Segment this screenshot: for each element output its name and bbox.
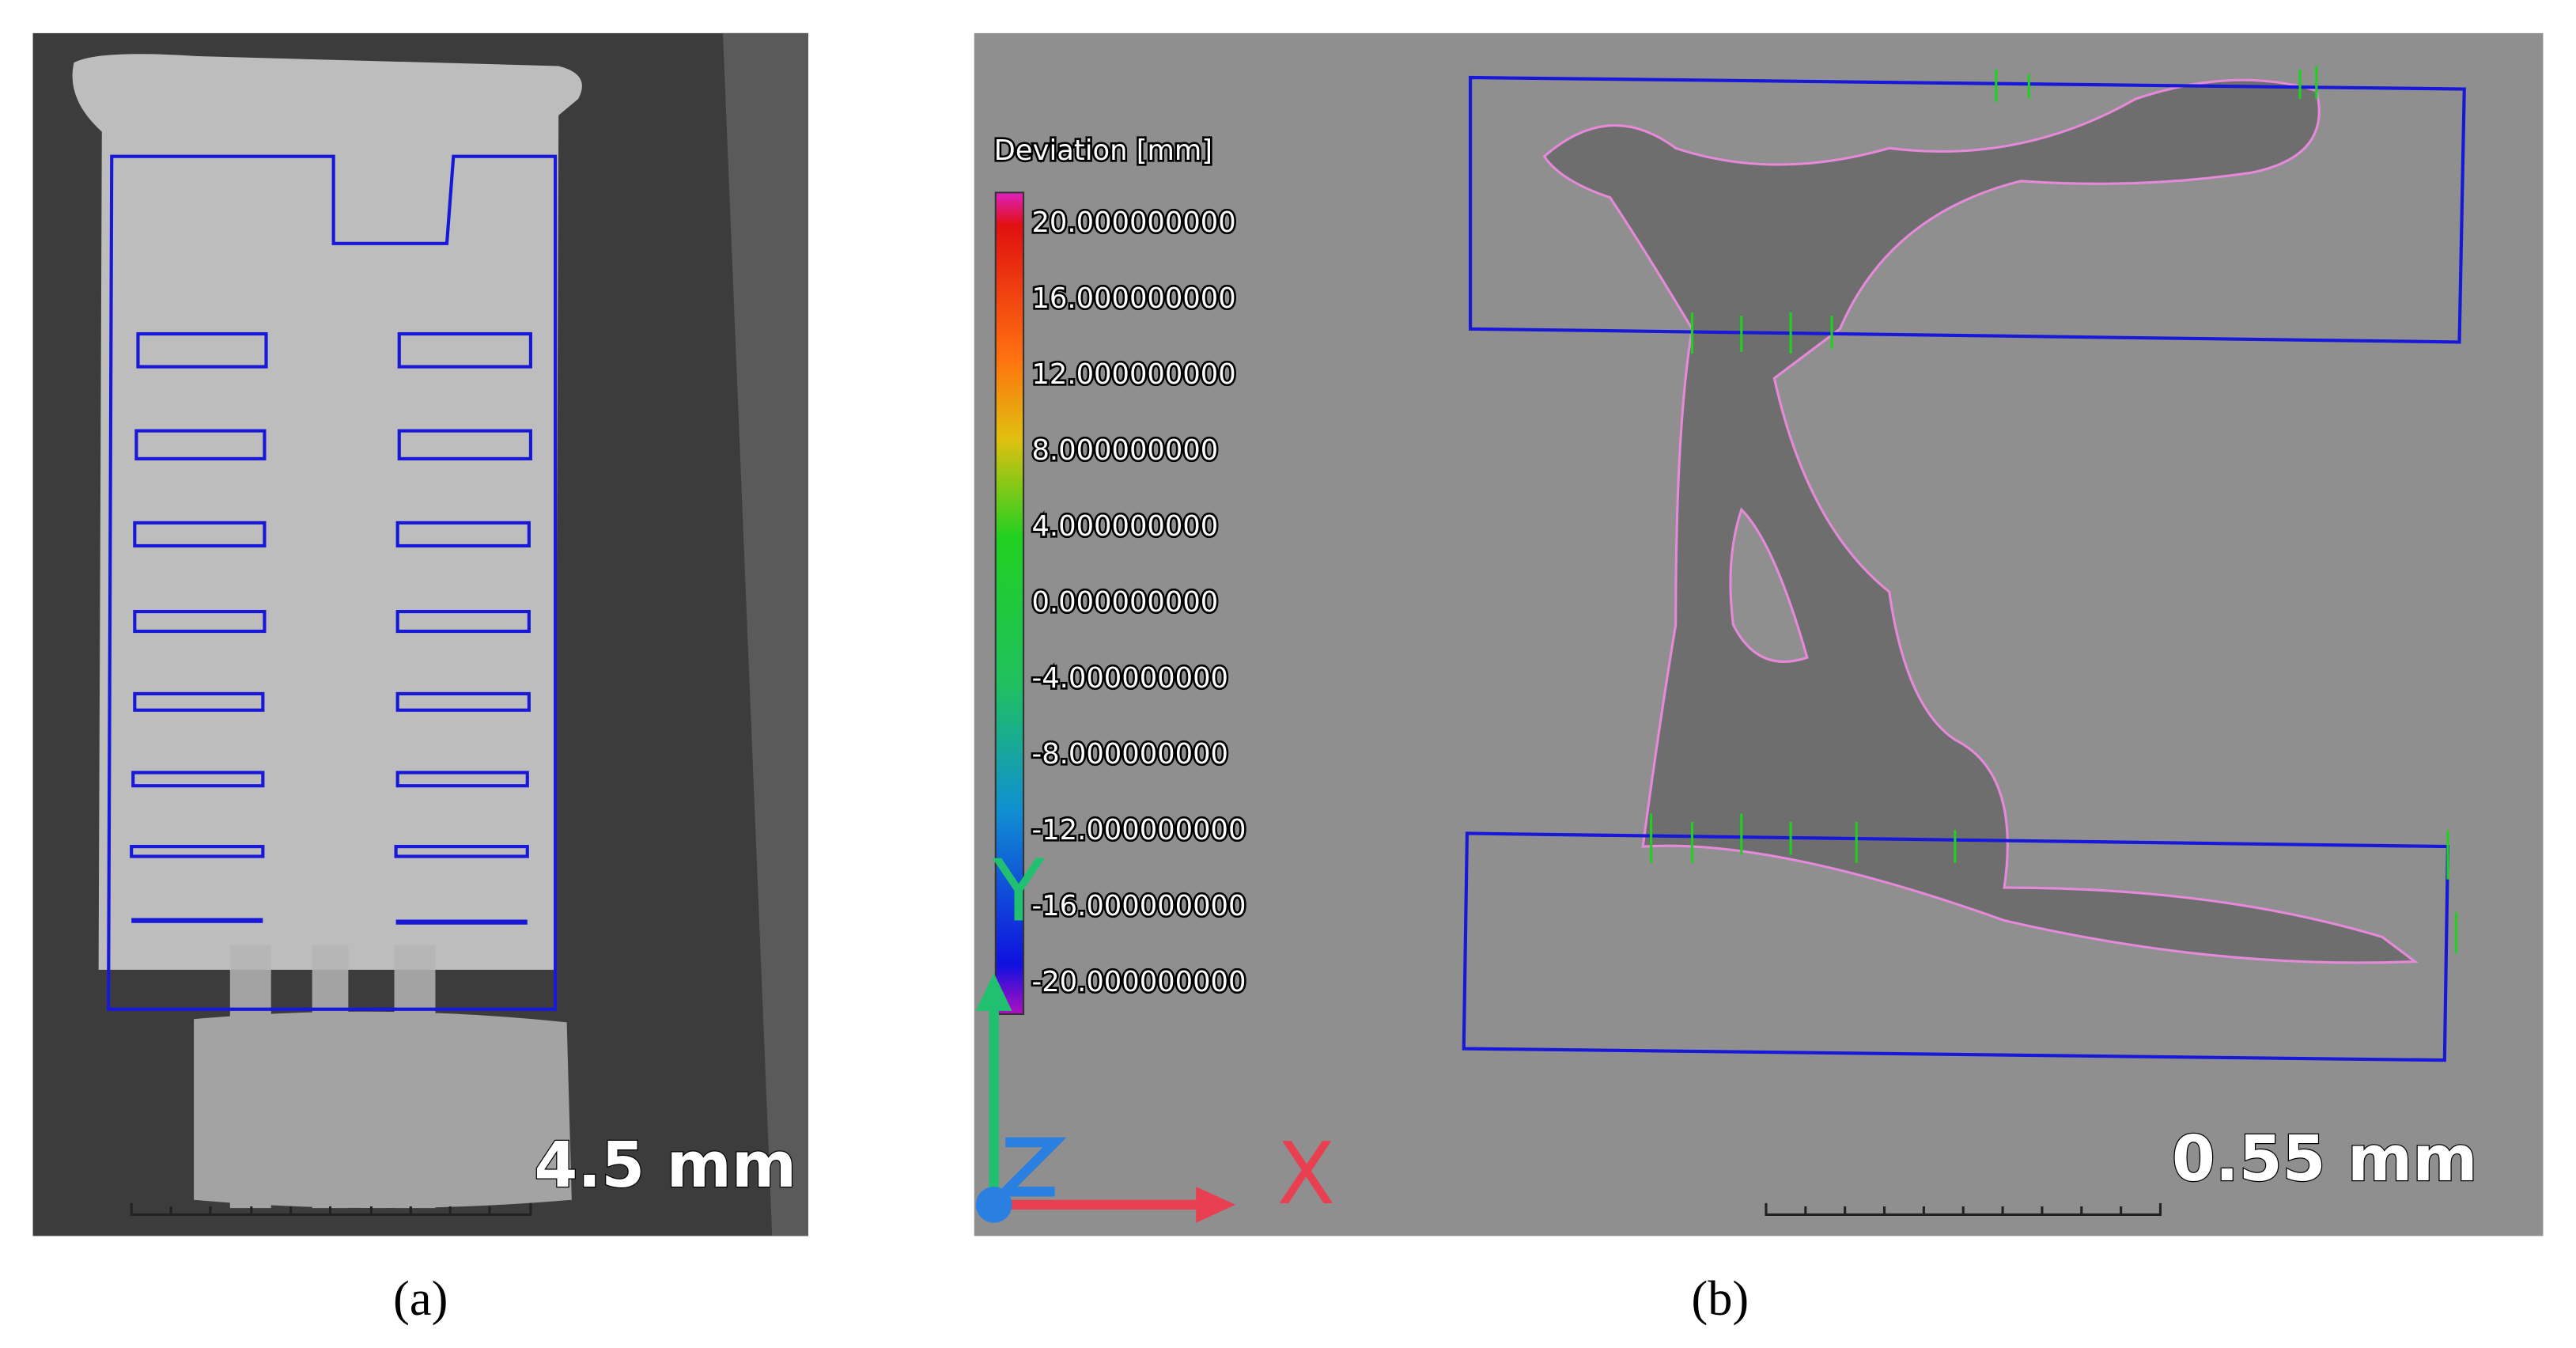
specimen-lattice xyxy=(194,945,572,1209)
legend-labels: 20.000000000 16.000000000 12.000000000 8.00… xyxy=(1030,205,1248,1001)
scale-bar xyxy=(130,1202,532,1216)
scale-label: 0.55 mm xyxy=(2172,1123,2478,1195)
roi-outline xyxy=(107,154,558,1011)
scale-bar xyxy=(1765,1202,2162,1216)
porosity-region xyxy=(1542,78,2419,964)
roi-boxes xyxy=(130,331,533,925)
legend-label: -8.000000000 xyxy=(1031,738,1228,771)
legend-label: 0.000000000 xyxy=(1031,586,1218,619)
legend-label: 16.000000000 xyxy=(1031,282,1235,315)
pore-hole xyxy=(1729,507,1809,663)
background-edge xyxy=(722,32,808,1236)
scale-label: 4.5 mm xyxy=(534,1129,796,1202)
legend-label: 20.000000000 xyxy=(1031,206,1235,239)
colorbar xyxy=(994,191,1025,1016)
panel-b: Deviation [mm] 20.000000000 16.000000000 1… xyxy=(974,32,2544,1236)
legend-label: 4.000000000 xyxy=(1031,510,1218,543)
legend-label: -12.000000000 xyxy=(1031,814,1246,846)
axis-y-label: Y xyxy=(992,842,1046,941)
panel-a: 4.5 mm xyxy=(32,32,808,1236)
legend-label: -20.000000000 xyxy=(1031,966,1246,998)
legend-label: -4.000000000 xyxy=(1031,662,1228,695)
roi-box-bottom xyxy=(1462,831,2450,1062)
axis-x-label: X xyxy=(1277,1125,1335,1224)
caption: (a) xyxy=(393,1271,448,1326)
legend-label: 8.000000000 xyxy=(1031,434,1218,467)
roi-box-top xyxy=(1468,75,2466,344)
deviation-markers xyxy=(1649,66,2457,954)
legend-label: -16.000000000 xyxy=(1031,890,1246,922)
legend-label: 12.000000000 xyxy=(1031,358,1235,391)
axis-triad xyxy=(975,973,1236,1223)
caption: (b) xyxy=(1691,1271,1749,1326)
legend-title: Deviation [mm] xyxy=(994,134,1212,167)
specimen xyxy=(72,54,582,970)
